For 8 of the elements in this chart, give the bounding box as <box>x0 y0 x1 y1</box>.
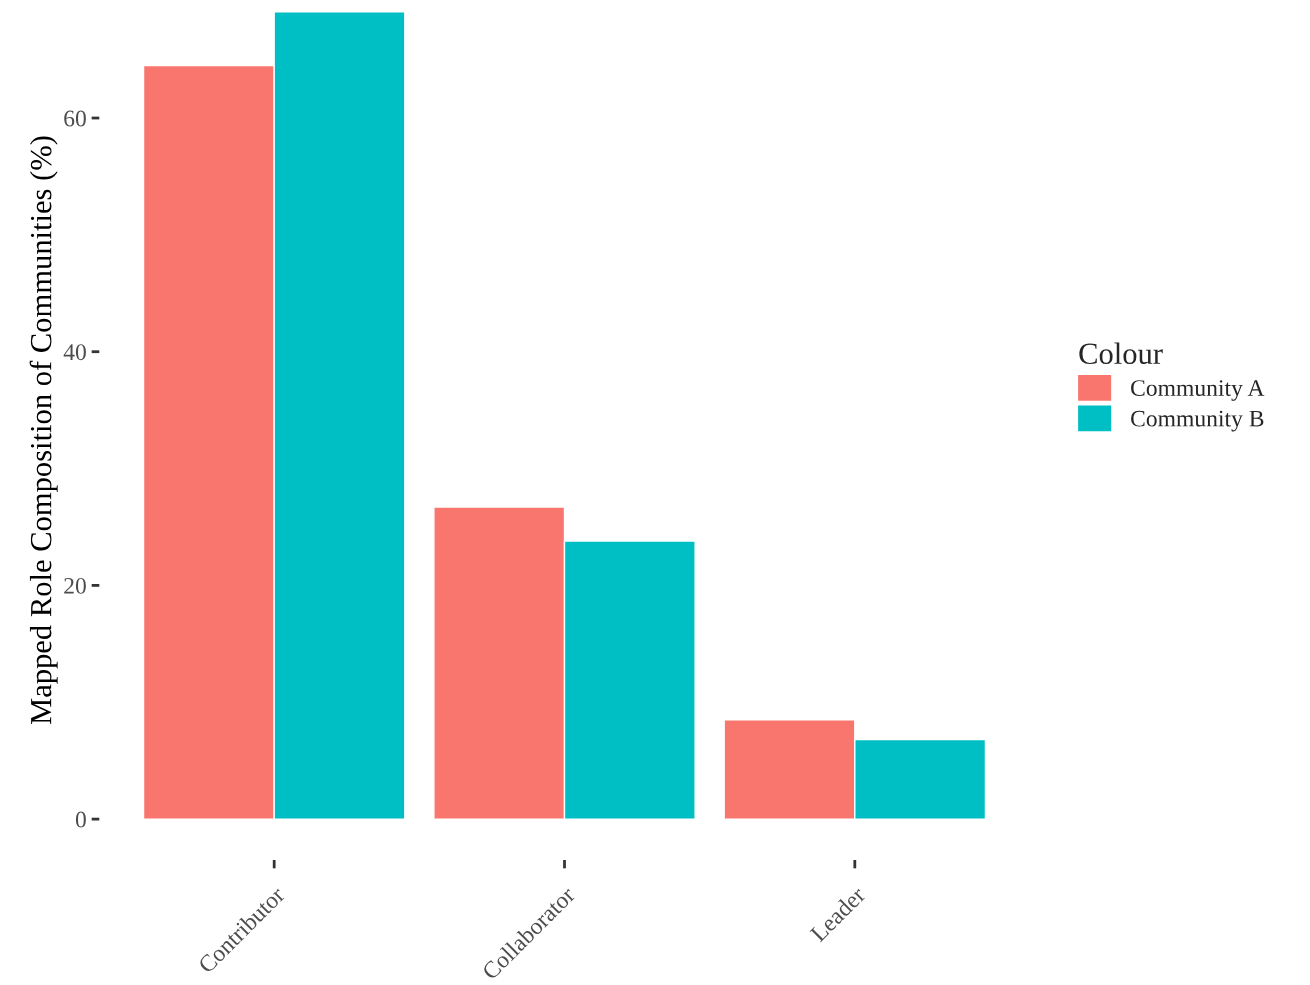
y-tick-label: 40 <box>63 344 86 361</box>
y-tick-label: 0 <box>75 811 86 828</box>
legend-label: Community B <box>1131 410 1264 432</box>
legend-title: Colour <box>1079 342 1163 365</box>
y-axis-title: Mapped Role Composition of Communities (%) <box>29 136 58 725</box>
legend-label: Community A <box>1131 380 1265 401</box>
y-tick-label: 60 <box>64 110 86 127</box>
y-tick-label: 20 <box>64 577 86 594</box>
